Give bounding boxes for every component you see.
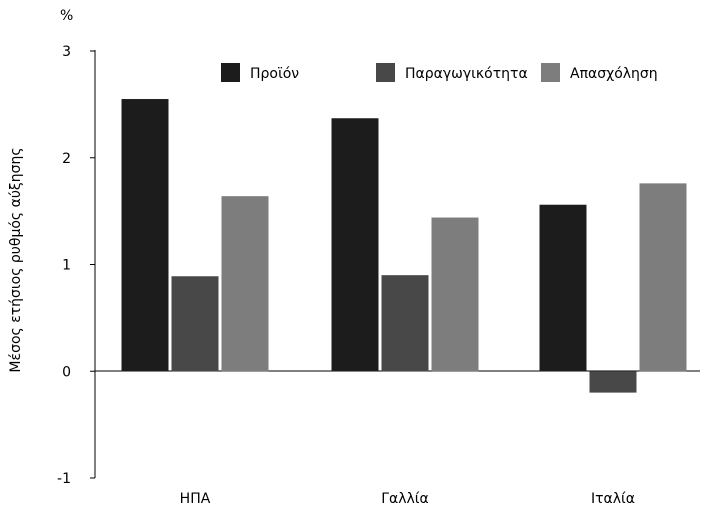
y-tick-label: -1 (57, 471, 71, 487)
y-tick-label: 3 (62, 44, 71, 60)
legend-swatch (376, 63, 395, 82)
unit-label: % (60, 8, 73, 24)
bar-1-3 (539, 204, 587, 372)
y-tick-label: 2 (62, 151, 71, 167)
bar-1-1 (121, 99, 169, 372)
bar-2-3 (589, 371, 637, 393)
x-category-label: Γαλλία (381, 491, 429, 507)
legend-swatch (541, 63, 560, 82)
y-tick-label: 1 (62, 258, 71, 274)
x-category-label: Ιταλία (591, 491, 635, 507)
bar-1-2 (331, 118, 379, 372)
bar-3-2 (431, 217, 479, 372)
legend-swatch (221, 63, 240, 82)
legend-label: Απασχόληση (570, 66, 658, 82)
x-category-label: ΗΠΑ (180, 491, 211, 507)
bar-2-2 (381, 275, 429, 372)
y-tick-label: 0 (62, 364, 71, 380)
y-axis-title: Μέσος ετήσιος ρυθμός αύξησης (8, 147, 24, 372)
legend-label: Προϊόν (250, 66, 299, 82)
bar-3-3 (639, 183, 687, 372)
legend-label: Παραγωγικότητα (405, 66, 528, 82)
bar-2-1 (171, 276, 219, 372)
bar-3-1 (221, 196, 269, 372)
